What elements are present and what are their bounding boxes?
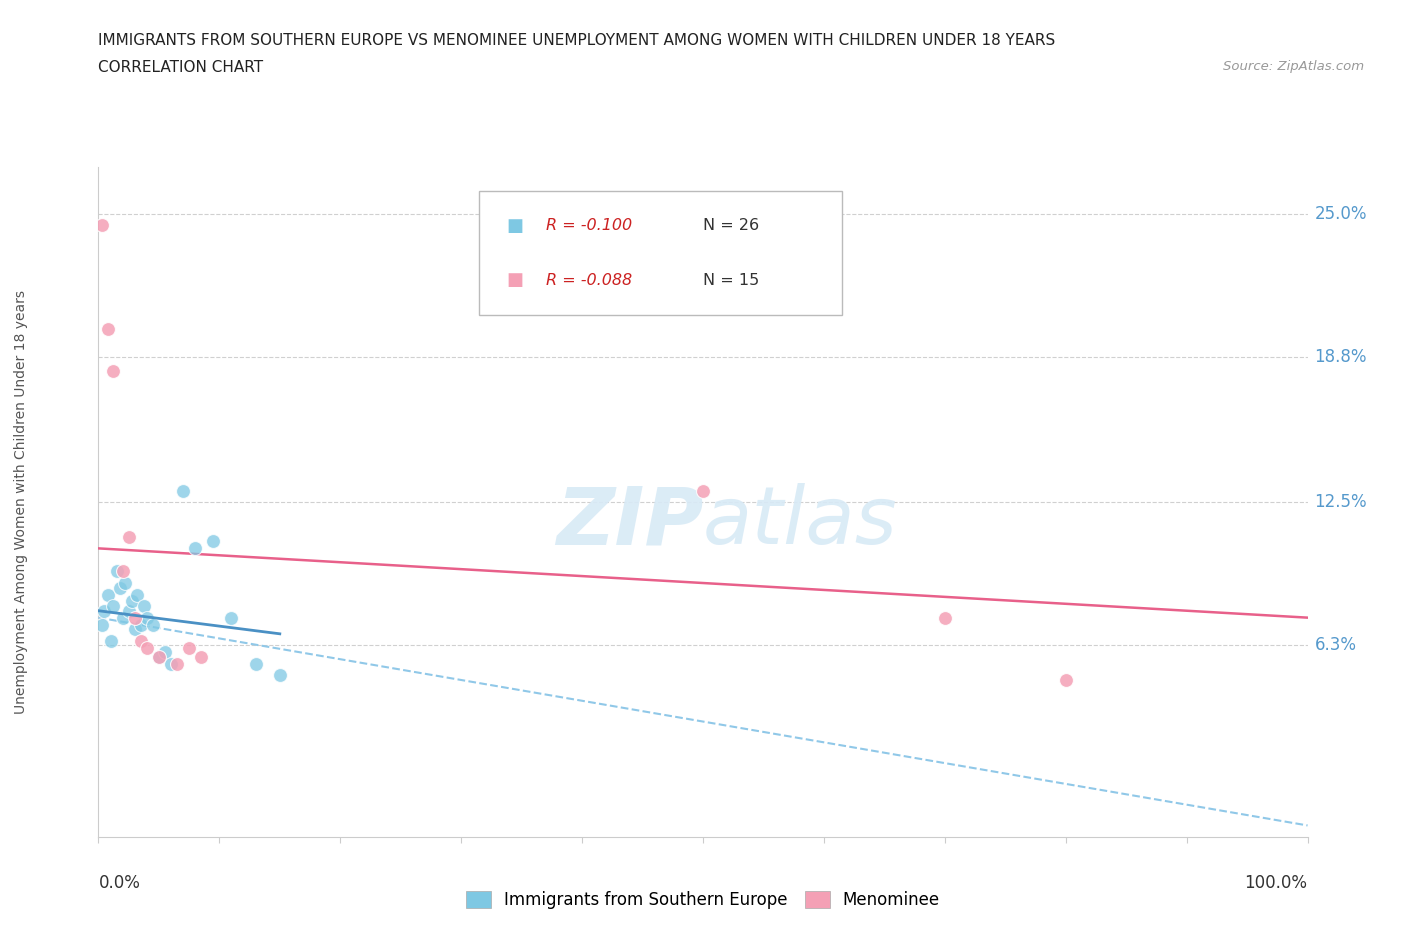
Point <box>245 657 267 671</box>
Point <box>114 576 136 591</box>
Point <box>190 649 212 664</box>
Point <box>93 604 115 618</box>
Point <box>202 534 225 549</box>
Point <box>97 322 120 337</box>
Point <box>121 594 143 609</box>
Text: ■: ■ <box>506 271 523 289</box>
Text: CORRELATION CHART: CORRELATION CHART <box>98 60 263 75</box>
Point <box>100 633 122 648</box>
Point <box>124 622 146 637</box>
Point <box>91 618 114 632</box>
Point <box>166 657 188 671</box>
Point <box>148 649 170 664</box>
Point <box>184 541 207 556</box>
Text: atlas: atlas <box>703 484 898 562</box>
Point <box>124 610 146 625</box>
Text: 6.3%: 6.3% <box>1315 636 1357 655</box>
Point <box>269 668 291 683</box>
Text: Source: ZipAtlas.com: Source: ZipAtlas.com <box>1223 60 1364 73</box>
Text: 18.8%: 18.8% <box>1315 348 1367 365</box>
Point <box>127 587 149 602</box>
Text: N = 26: N = 26 <box>703 218 759 233</box>
Point <box>934 610 956 625</box>
Point <box>118 604 141 618</box>
Point <box>97 587 120 602</box>
Point <box>148 649 170 664</box>
Point <box>135 610 157 625</box>
FancyBboxPatch shape <box>479 191 842 314</box>
Text: IMMIGRANTS FROM SOUTHERN EUROPE VS MENOMINEE UNEMPLOYMENT AMONG WOMEN WITH CHILD: IMMIGRANTS FROM SOUTHERN EUROPE VS MENOM… <box>98 33 1056 47</box>
Text: Unemployment Among Women with Children Under 18 years: Unemployment Among Women with Children U… <box>14 290 28 714</box>
Point <box>129 618 152 632</box>
Text: 25.0%: 25.0% <box>1315 205 1367 222</box>
Text: R = -0.088: R = -0.088 <box>546 272 631 287</box>
Text: N = 15: N = 15 <box>703 272 759 287</box>
Point <box>101 599 124 614</box>
Point <box>101 363 124 378</box>
Point <box>1054 672 1077 687</box>
Point <box>221 610 243 625</box>
Point <box>134 599 156 614</box>
Point <box>111 564 134 578</box>
Point <box>153 644 176 659</box>
Point <box>91 218 114 232</box>
Point <box>105 564 128 578</box>
Point <box>108 580 131 595</box>
Point <box>179 640 201 655</box>
Text: ZIP: ZIP <box>555 484 703 562</box>
Legend: Immigrants from Southern Europe, Menominee: Immigrants from Southern Europe, Menomin… <box>460 884 946 916</box>
Point <box>692 484 714 498</box>
Text: 100.0%: 100.0% <box>1244 874 1308 892</box>
Point <box>129 633 152 648</box>
Point <box>142 618 165 632</box>
Point <box>135 640 157 655</box>
Point <box>172 484 194 498</box>
Text: R = -0.100: R = -0.100 <box>546 218 631 233</box>
Point <box>160 657 183 671</box>
Text: ■: ■ <box>506 217 523 234</box>
Text: 0.0%: 0.0% <box>98 874 141 892</box>
Text: 12.5%: 12.5% <box>1315 493 1367 512</box>
Point <box>118 529 141 544</box>
Point <box>111 610 134 625</box>
